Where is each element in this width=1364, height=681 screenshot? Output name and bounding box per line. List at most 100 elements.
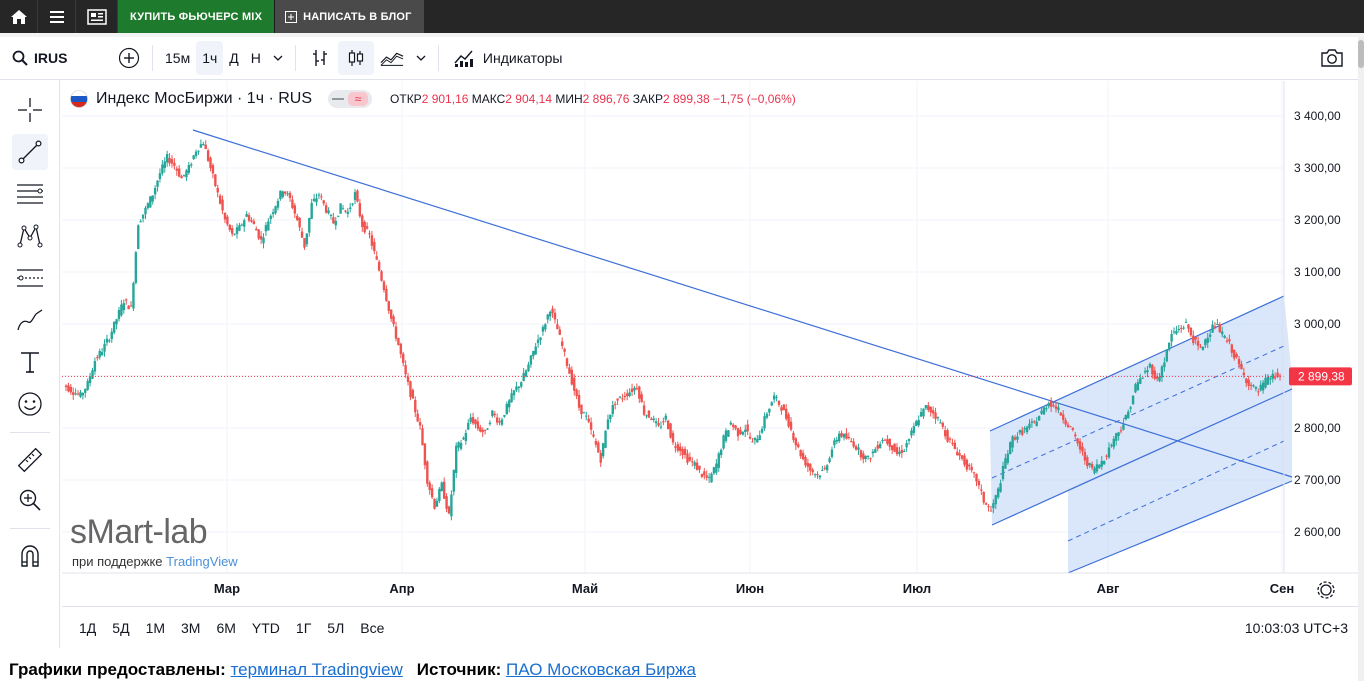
trendline-tool[interactable]	[12, 134, 48, 170]
candle-body	[534, 346, 537, 355]
candle-body	[905, 443, 908, 448]
candle-body	[953, 442, 957, 449]
candle-body	[939, 422, 942, 424]
candle-body	[1143, 371, 1147, 373]
candle-body	[1054, 406, 1058, 409]
chart-style-dropdown[interactable]	[410, 41, 432, 75]
terminal-link[interactable]: терминал Tradingview	[230, 660, 403, 679]
indicators-button[interactable]: Индикаторы	[445, 41, 569, 75]
candle-body	[792, 432, 795, 440]
candle-body	[1030, 421, 1034, 424]
candle-body	[1276, 372, 1279, 377]
range-6m[interactable]: 6М	[216, 619, 236, 636]
candle-body	[758, 435, 761, 441]
range-ytd[interactable]: YTD	[251, 619, 280, 636]
candles-style-button[interactable]	[337, 41, 374, 75]
chart-area[interactable]: 3 400,00 3 300,00 3 200,00 3 100,00 3 000,00…	[62, 81, 1358, 605]
menu-icon[interactable]	[38, 0, 76, 33]
source-link[interactable]: ПАО Московская Биржа	[506, 660, 697, 679]
fib-tool[interactable]	[12, 176, 48, 212]
magnet-tool[interactable]	[12, 538, 48, 574]
candle-body	[1076, 438, 1079, 444]
candle-body	[1088, 463, 1091, 466]
candle-body	[994, 495, 997, 505]
candle-body	[310, 202, 313, 219]
range-3m[interactable]: 3М	[181, 619, 201, 636]
candle-body	[144, 207, 147, 215]
candle-body	[594, 440, 598, 445]
area-chart-icon	[380, 52, 404, 66]
range-1d[interactable]: 1Д	[79, 619, 97, 636]
bars-style-button[interactable]	[302, 41, 338, 75]
candle-body	[1201, 346, 1205, 350]
clock-timezone[interactable]: 10:03:03 UTC+3	[1244, 619, 1348, 636]
screenshot-button[interactable]	[1314, 41, 1350, 75]
area-style-button[interactable]	[374, 41, 410, 75]
candle-body	[917, 419, 920, 426]
range-1y[interactable]: 1Г	[295, 619, 312, 636]
price-chart[interactable]: 3 400,00 3 300,00 3 200,00 3 100,00 3 000,00…	[62, 81, 1358, 605]
candle-body	[924, 405, 928, 409]
candle-body	[476, 421, 480, 429]
interval-day[interactable]: Д	[229, 50, 239, 66]
last-price-label: 2 899,38	[1298, 369, 1345, 383]
interval-15m[interactable]: 15м	[165, 50, 191, 66]
text-tool[interactable]	[12, 344, 48, 380]
time-axis-label: Июн	[736, 581, 764, 596]
candle-body	[536, 339, 540, 344]
range-1m[interactable]: 1М	[145, 619, 166, 636]
candle-body	[129, 305, 133, 307]
range-5y[interactable]: 5Л	[327, 619, 345, 636]
candle-body	[1194, 337, 1197, 340]
candle-body	[103, 343, 106, 352]
interval-dropdown[interactable]	[267, 41, 289, 75]
buy-futures-button[interactable]: КУПИТЬ ФЬЮЧЕРС MIX	[118, 0, 276, 33]
range-5d[interactable]: 5Д	[112, 619, 130, 636]
candle-body	[336, 215, 340, 217]
candle-body	[163, 161, 166, 169]
brush-tool[interactable]	[12, 302, 48, 338]
candle-body	[233, 233, 236, 235]
measure-tool[interactable]	[12, 442, 48, 478]
candle-body	[975, 473, 978, 482]
symbol-search[interactable]: IRUS	[0, 50, 108, 66]
candle-body	[202, 144, 205, 146]
compare-add-button[interactable]	[112, 41, 146, 75]
write-blog-button[interactable]: НАПИСАТЬ В БЛОГ	[275, 0, 424, 33]
candle-body	[751, 441, 754, 443]
pattern-tool[interactable]	[12, 218, 48, 254]
candle-body	[958, 453, 961, 456]
candle-body	[435, 500, 439, 507]
candle-body	[963, 455, 966, 465]
candle-body	[324, 205, 328, 213]
candle-body	[149, 196, 152, 208]
candle-body	[1098, 464, 1101, 469]
candle-body	[279, 190, 282, 199]
ruler-icon	[17, 447, 43, 473]
candle-body	[231, 228, 234, 234]
status-badge[interactable]: ≈	[328, 90, 373, 108]
range-all[interactable]: Все	[360, 619, 385, 636]
price-axis-label: 2 700,00	[1294, 473, 1341, 487]
candle-body	[838, 433, 841, 442]
interval-1h[interactable]: 1ч	[196, 41, 224, 75]
candle-body	[132, 283, 135, 309]
forecast-tool[interactable]	[12, 260, 48, 296]
zoom-tool[interactable]	[12, 482, 48, 518]
emoji-tool[interactable]	[12, 386, 48, 422]
home-icon[interactable]	[0, 0, 38, 33]
candle-body	[334, 220, 337, 226]
top-navbar: КУПИТЬ ФЬЮЧЕРС MIX НАПИСАТЬ В БЛОГ	[0, 0, 1364, 33]
candle-body	[686, 453, 689, 463]
page-scrollbar[interactable]	[1358, 37, 1364, 681]
candle-body	[859, 450, 863, 458]
interval-week[interactable]: Н	[250, 50, 261, 66]
candle-body	[293, 205, 297, 214]
candle-body	[915, 421, 918, 427]
news-icon[interactable]	[76, 0, 118, 33]
candle-body	[1006, 453, 1010, 463]
crosshair-tool[interactable]	[12, 92, 48, 128]
tradingview-brand[interactable]: TradingView	[166, 554, 238, 569]
crosshair-icon	[18, 98, 42, 122]
scrollbar-thumb[interactable]	[1358, 40, 1364, 68]
